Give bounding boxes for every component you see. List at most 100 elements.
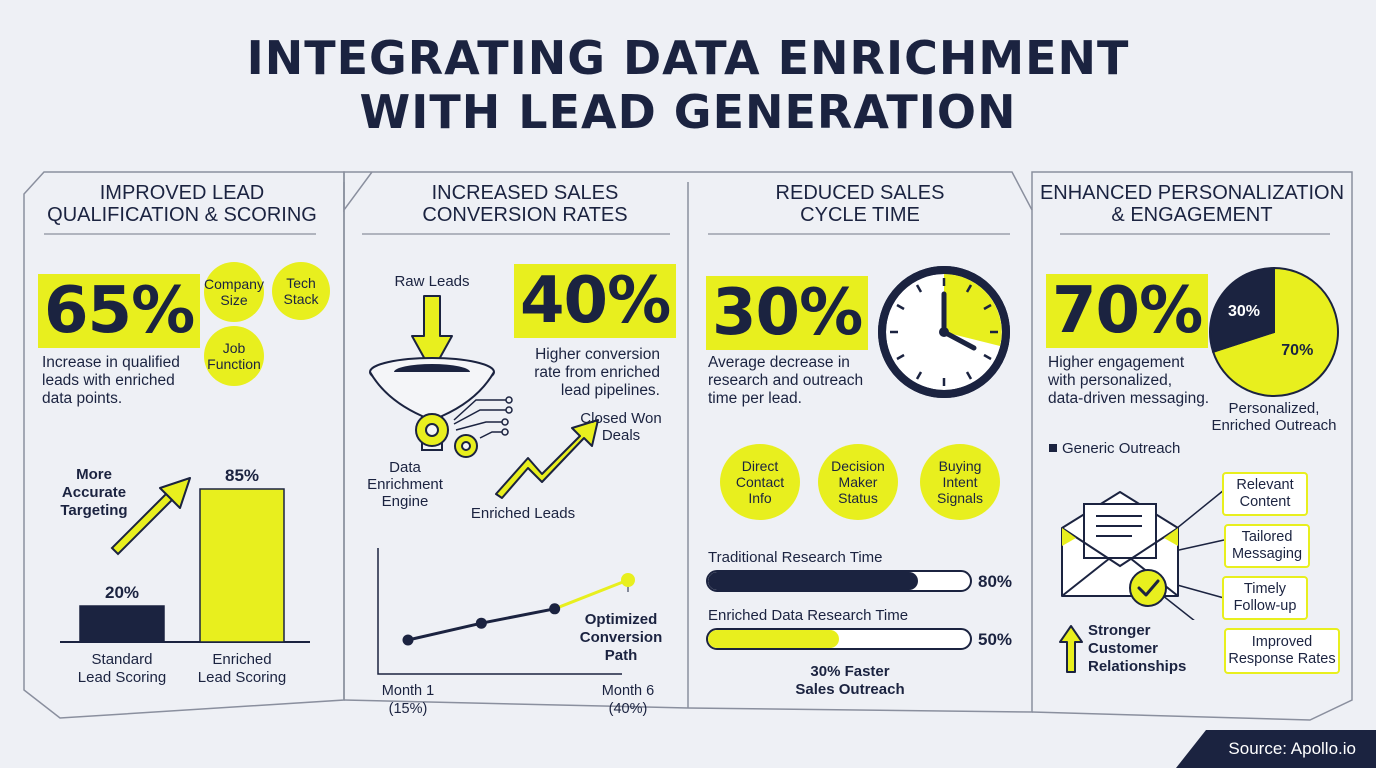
section-1-desc-line: leads with enriched (42, 372, 175, 389)
bar-value-label: 20% (105, 583, 139, 602)
faster-outreach-label: 30% Faster Sales Outreach (770, 663, 930, 699)
circle-text: Contact (735, 474, 785, 490)
arrow-label-line: More (76, 466, 112, 483)
box-text: Response Rates (1228, 651, 1336, 667)
line-point (621, 573, 635, 587)
box-improved-response: Improved Response Rates (1224, 628, 1340, 674)
progress-bar-traditional (706, 570, 972, 592)
section-2-desc-line: Higher conversion (535, 346, 660, 363)
section-2-heading-line1: INCREASED SALES (431, 182, 619, 204)
line-point (549, 603, 561, 615)
box-text: Follow-up (1233, 598, 1297, 614)
box-relevant-content: Relevant Content (1222, 472, 1308, 516)
box-timely-followup: Timely Follow-up (1222, 576, 1308, 620)
circle-buying-intent: Buying Intent Signals (920, 444, 1000, 520)
pie-label-line: Enriched Outreach (1211, 417, 1337, 434)
legend-generic-outreach: Generic Outreach (1049, 440, 1180, 458)
section-4-desc: Higher engagement with personalized, dat… (1048, 354, 1209, 408)
closed-won-line: Closed Won (580, 410, 662, 427)
panel-border-4 (1031, 171, 1353, 721)
progress-bar-enriched (706, 628, 972, 650)
line-tick-label: Month 1 (382, 683, 434, 699)
bar-value-label: 85% (225, 466, 259, 485)
bar-label-traditional: Traditional Research Time (708, 549, 883, 566)
section-1-desc-line: data points. (42, 390, 123, 407)
gear-icon (415, 413, 478, 458)
arrow-label-line: Targeting (60, 502, 128, 519)
bar-value-traditional: 80% (978, 572, 1013, 591)
circle-text: Function (207, 356, 261, 372)
page-title-line2: WITH LEAD GENERATION (359, 85, 1017, 139)
section-4-stat: 70% (1046, 274, 1209, 348)
section-1-heading: IMPROVED LEAD QUALIFICATION & SCORING (24, 182, 340, 226)
relationships-line: Relationships (1088, 658, 1187, 675)
section-2-desc: Higher conversion rate from enriched lea… (500, 346, 660, 400)
bar-2 (199, 488, 285, 643)
circle-text: Intent (942, 474, 978, 490)
pie-personalized-label: Personalized, Enriched Outreach (1206, 400, 1342, 434)
box-text: Relevant (1236, 477, 1294, 493)
section-3-desc-line: time per lead. (708, 390, 802, 407)
bar-category-label: Enriched (212, 651, 271, 668)
clock-icon (878, 266, 1010, 398)
circle-text: Buying (938, 458, 982, 474)
box-text: Messaging (1231, 546, 1303, 562)
box-tailored-messaging: Tailored Messaging (1224, 524, 1310, 568)
circle-text: Status (838, 490, 878, 506)
circle-text: Direct (741, 458, 779, 474)
more-accurate-targeting-label: More Accurate Targeting (44, 466, 144, 520)
section-3-heading-line1: REDUCED SALES (775, 182, 945, 204)
pie-slice-2 (1209, 266, 1275, 354)
circle-text: Size (220, 292, 248, 308)
bar-category-label: Standard (92, 651, 153, 668)
circle-text: Stack (283, 291, 319, 307)
section-2-heading: INCREASED SALES CONVERSION RATES (350, 182, 700, 226)
section-3-heading: REDUCED SALES CYCLE TIME (690, 182, 1030, 226)
stronger-relationships-label: Stronger Customer Relationships (1088, 622, 1186, 676)
circle-company-size: Company Size (204, 262, 264, 322)
circle-tech-stack: Tech Stack (272, 262, 330, 320)
relationships-line: Stronger (1088, 622, 1151, 639)
pie-slice-1 (1211, 266, 1339, 397)
box-text: Timely (1243, 581, 1287, 597)
pie-value-label: 30% (1228, 303, 1260, 320)
circle-text: Info (748, 490, 772, 506)
enriched-leads-label: Enriched Leads (470, 505, 576, 522)
line-segment (554, 578, 629, 611)
section-4-desc-line: data-driven messaging. (1048, 390, 1210, 407)
line-tick-label: Month 6 (602, 683, 654, 699)
targeting-arrow-icon (110, 477, 191, 556)
path-label-line: Path (604, 647, 638, 664)
legend-swatch (1049, 444, 1057, 452)
bar-1 (79, 605, 165, 643)
section-2-stat: 40% (514, 264, 677, 338)
optimized-path-label: Optimized Conversion Path (576, 611, 666, 665)
box-text: Improved (1251, 634, 1313, 650)
section-4-desc-line: with personalized, (1048, 372, 1173, 389)
line-chart-axes (377, 548, 622, 675)
circle-text: Job (222, 340, 246, 356)
section-4-heading: ENHANCED PERSONALIZATION & ENGAGEMENT (1034, 182, 1350, 226)
section-3-stat: 30% (706, 276, 869, 350)
pie-label-line: Personalized, (1228, 400, 1320, 417)
path-label-line: Conversion (579, 629, 663, 646)
section-2-desc-line: rate from enriched (534, 364, 660, 381)
legend-generic-text: Generic Outreach (1062, 440, 1181, 457)
engine-label-line: Enrichment (367, 476, 443, 493)
box-text: Content (1239, 494, 1291, 510)
line-segment (481, 607, 555, 625)
progress-fill-enriched (708, 630, 839, 648)
enrichment-engine-label: Data Enrichment Engine (362, 459, 448, 510)
engine-label-line: Data (389, 459, 421, 476)
section-1-heading-line2: QUALIFICATION & SCORING (47, 204, 317, 226)
circle-text: Signals (937, 490, 983, 506)
funnel-diagram (369, 295, 599, 499)
raw-leads-label: Raw Leads (394, 273, 470, 290)
circle-text: Maker (838, 474, 878, 490)
closed-won-label: Closed Won Deals (576, 410, 666, 444)
circle-job-function: Job Function (204, 326, 264, 386)
up-arrow-icon (1059, 625, 1083, 673)
pie-value-label: 70% (1281, 342, 1313, 359)
circuit-lines-icon (453, 396, 513, 439)
